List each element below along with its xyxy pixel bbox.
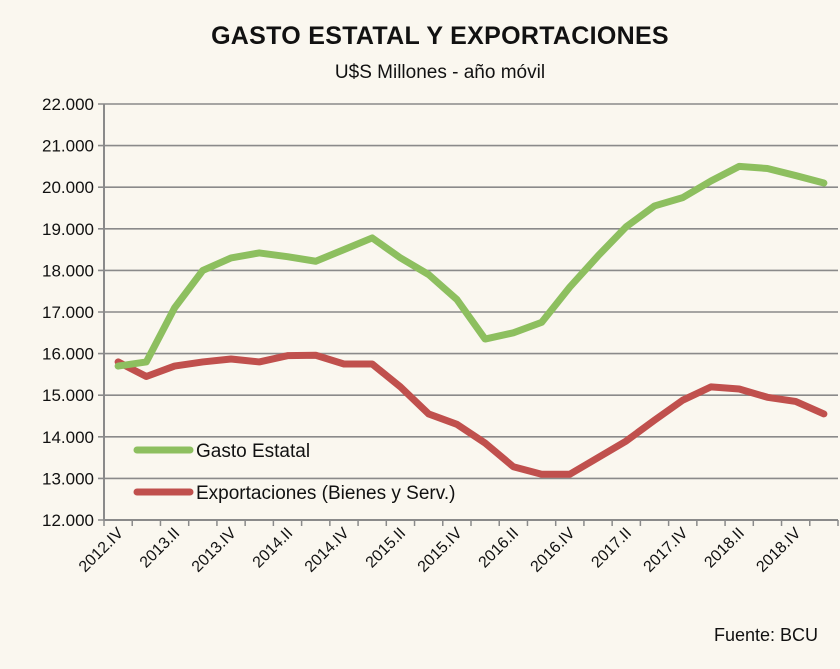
x-tick-label: 2015.IV (415, 525, 466, 576)
x-tick-label: 2016.IV (528, 525, 579, 576)
series-line-0 (114, 162, 828, 370)
y-tick-label: 12.000 (42, 511, 94, 530)
y-tick-label: 16.000 (42, 345, 94, 364)
y-tick-label: 14.000 (42, 428, 94, 447)
series-line-1 (114, 351, 828, 478)
y-tick-label: 17.000 (42, 303, 94, 322)
x-tick-label: 2018.II (701, 525, 748, 572)
y-tick-label: 22.000 (42, 95, 94, 114)
chart-title: GASTO ESTATAL Y EXPORTACIONES (211, 22, 669, 50)
y-tick-label: 21.000 (42, 137, 94, 156)
x-tick-label: 2014.IV (302, 525, 353, 576)
x-tick-label: 2018.IV (753, 525, 804, 576)
legend-label: Exportaciones (Bienes y Serv.) (196, 483, 455, 504)
y-tick-label: 13.000 (42, 469, 94, 488)
legend-label: Gasto Estatal (196, 441, 310, 462)
y-tick-label: 19.000 (42, 220, 94, 239)
x-tick-label: 2016.II (476, 525, 523, 572)
x-tick-label: 2015.II (363, 525, 410, 572)
y-tick-label: 15.000 (42, 386, 94, 405)
x-tick-label: 2017.II (588, 525, 635, 572)
source-note: Fuente: BCU (713, 625, 818, 645)
x-tick-label: 2017.IV (641, 525, 692, 576)
y-tick-label: 20.000 (42, 178, 94, 197)
x-tick-label: 2013.II (137, 525, 184, 572)
chart-subtitle: U$S Millones - año móvil (334, 62, 546, 83)
x-tick-label: 2013.IV (189, 525, 240, 576)
y-tick-label: 18.000 (42, 261, 94, 280)
x-tick-label: 2014.II (250, 525, 297, 572)
x-tick-label: 2012.IV (76, 525, 127, 576)
